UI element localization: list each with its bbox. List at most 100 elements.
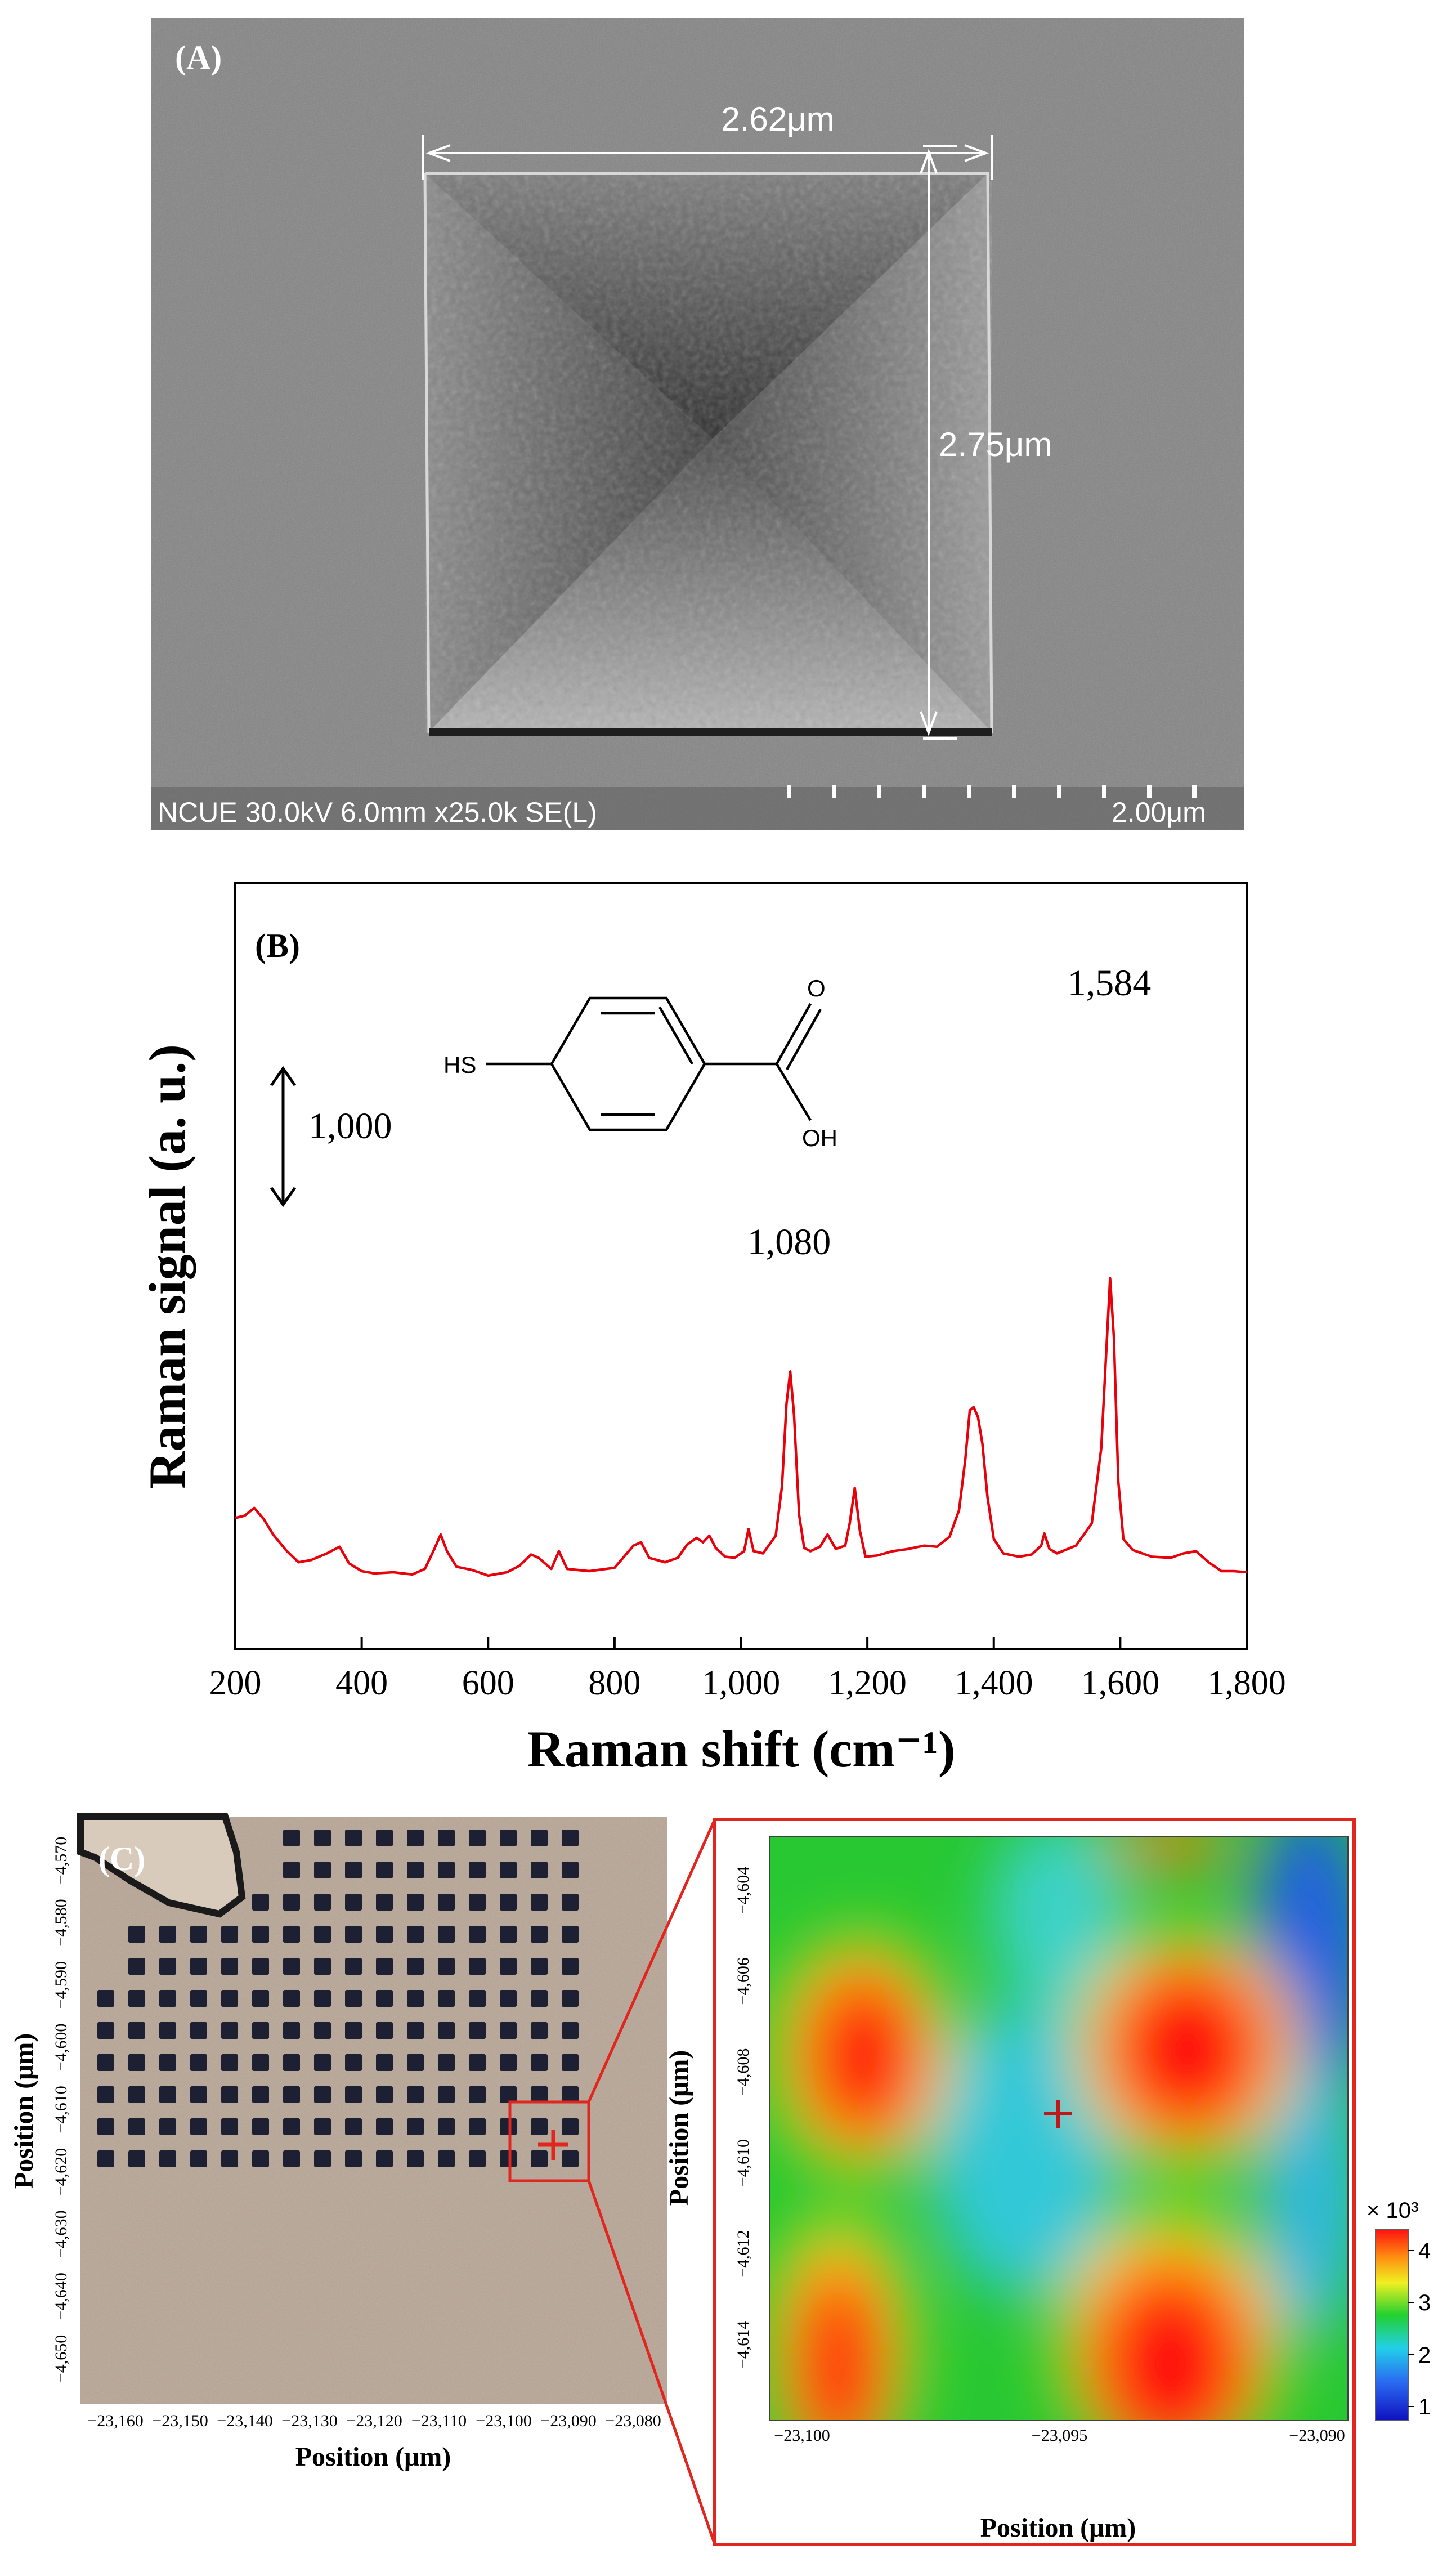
intensity-scale-arrow <box>270 1066 297 1207</box>
y-tick-label: −4,650 <box>52 2335 70 2382</box>
pit <box>438 1830 455 1846</box>
y-tick-label: −4,614 <box>734 2321 752 2368</box>
y-tick-label: −4,608 <box>734 2048 752 2096</box>
pit <box>345 2022 362 2039</box>
pit <box>407 1894 424 1911</box>
panel-b-label: (B) <box>255 927 300 964</box>
colorbar <box>1375 2229 1409 2421</box>
pit <box>531 1830 548 1846</box>
pit <box>376 1862 393 1878</box>
zoom-frame <box>713 1818 1356 2546</box>
pit <box>500 1990 517 2007</box>
pit <box>500 2022 517 2039</box>
pit <box>562 1990 579 2007</box>
pit <box>314 2054 331 2071</box>
pit <box>531 2054 548 2071</box>
peak-label-1080: 1,080 <box>747 1222 831 1263</box>
pit <box>252 1926 269 1943</box>
pit <box>469 1894 486 1911</box>
sem-image-panel: (A) 2.62μm 2.75μm NCUE 30.0kV 6.0mm x25.… <box>151 18 1244 830</box>
y-tick-label: −4,612 <box>734 2230 752 2277</box>
pit <box>438 2054 455 2071</box>
scale-bar <box>787 785 1197 798</box>
pit <box>376 1990 393 2007</box>
pit <box>128 1990 145 2007</box>
pit <box>376 1894 393 1911</box>
pit <box>562 2150 579 2167</box>
y-tick-label: −4,570 <box>52 1837 70 1884</box>
depth-dimension-label: 2.75μm <box>939 426 1052 463</box>
pit <box>407 2022 424 2039</box>
pit <box>97 2118 114 2135</box>
raman-spectrum-line <box>235 1277 1247 1577</box>
pit <box>283 2054 300 2071</box>
optical-y-axis-label: Position (μm) <box>9 2033 39 2189</box>
pit <box>345 1990 362 2007</box>
pit <box>562 2054 579 2071</box>
x-tick-label: −23,120 <box>346 2412 402 2430</box>
pit <box>376 2118 393 2135</box>
pit <box>283 1830 300 1846</box>
pit <box>252 1990 269 2007</box>
pit <box>128 1926 145 1943</box>
y-tick-label: −4,580 <box>52 1899 70 1946</box>
pit <box>376 1830 393 1846</box>
colorbar-title: × 10³ <box>1367 2198 1418 2223</box>
pit <box>314 2150 331 2167</box>
pyramid-pit <box>423 172 993 736</box>
pit <box>314 2118 331 2135</box>
pit <box>562 1894 579 1911</box>
pit <box>345 1958 362 1975</box>
pit <box>283 2118 300 2135</box>
raman-intensity-map-panel: −4,604 −4,606 −4,608 −4,610 −4,612 −4,614 −23… <box>664 1836 1431 2543</box>
pit <box>345 1894 362 1911</box>
dimension-markers <box>422 135 993 740</box>
pit <box>531 1958 548 1975</box>
sem-info-bar <box>151 787 1244 830</box>
molecule-structure <box>486 996 822 1131</box>
y-tick-label: −4,604 <box>734 1867 752 1914</box>
pit <box>500 1830 517 1846</box>
pit <box>438 2022 455 2039</box>
pit <box>128 2022 145 2039</box>
pit <box>469 2086 486 2103</box>
pit <box>314 1830 331 1846</box>
pit <box>159 2022 176 2039</box>
optical-image-panel: (C) −4,570 −4,580 −4,590 −4,600 −4,610 −4,620… <box>9 1813 667 2472</box>
zoom-connectors <box>587 1818 716 2545</box>
pit <box>469 2150 486 2167</box>
x-axis-label: Raman shift (cm⁻¹) <box>527 1720 956 1778</box>
pit <box>500 1958 517 1975</box>
x-tick-label: 200 <box>209 1664 262 1702</box>
optical-x-axis-label: Position (μm) <box>295 2442 451 2472</box>
pit <box>562 2022 579 2039</box>
pit <box>469 1958 486 1975</box>
map-x-tick-labels: −23,100 −23,095 −23,090 <box>774 2426 1345 2445</box>
pit <box>345 2054 362 2071</box>
optical-y-tick-labels: −4,570 −4,580 −4,590 −4,600 −4,610 −4,620 −4,6… <box>52 1837 70 2382</box>
x-tick-label: 1,800 <box>1207 1664 1286 1702</box>
x-axis-ticks <box>234 1637 1248 1649</box>
pit <box>190 2022 207 2039</box>
selected-pit-marker <box>538 2130 568 2160</box>
pit <box>345 1862 362 1878</box>
pit <box>283 1894 300 1911</box>
x-tick-label: 800 <box>588 1664 640 1702</box>
colorbar-tick-label: 2 <box>1418 2343 1431 2368</box>
pit <box>407 1862 424 1878</box>
y-tick-label: −4,640 <box>52 2273 70 2320</box>
pit <box>190 2086 207 2103</box>
pit <box>283 1958 300 1975</box>
x-tick-label: −23,110 <box>411 2412 467 2430</box>
x-tick-label: 1,000 <box>702 1664 781 1702</box>
pit <box>407 2150 424 2167</box>
pit <box>469 1830 486 1846</box>
x-tick-label: 1,400 <box>955 1664 1033 1702</box>
pit <box>97 1990 114 2007</box>
x-tick-label: 1,200 <box>828 1664 907 1702</box>
pit <box>314 1894 331 1911</box>
intensity-map <box>770 1836 1348 2421</box>
pit <box>500 2086 517 2103</box>
x-tick-label: −23,095 <box>1032 2426 1087 2445</box>
